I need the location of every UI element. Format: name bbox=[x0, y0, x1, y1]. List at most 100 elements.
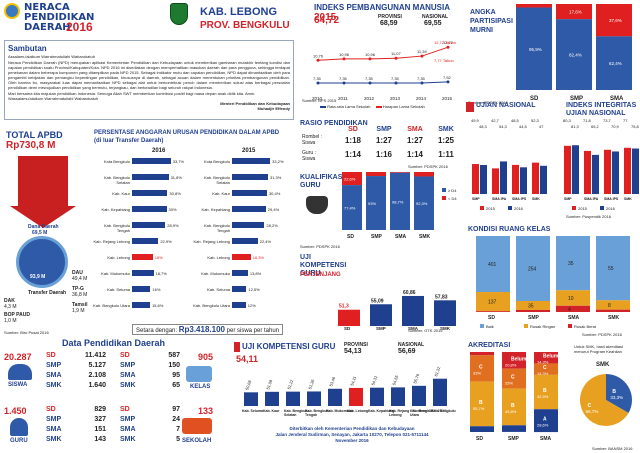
anggaran-label: Kab. Mukomuko bbox=[101, 271, 130, 276]
apbd-value: Rp730,8 M bbox=[6, 140, 56, 151]
kondisi-bar-label: 137 bbox=[488, 300, 497, 306]
stat-value: 65 bbox=[172, 382, 180, 389]
ipm-point-label: 7,35 bbox=[339, 76, 348, 81]
anggaran-label: Kab. Bengkulu Selatan bbox=[203, 175, 230, 185]
apbd-row-bop-value: 1,0 M bbox=[4, 318, 17, 324]
anggaran-label: Kota Bengkulu bbox=[203, 159, 230, 164]
akr-bar-label: 25% bbox=[505, 381, 513, 386]
ukg-bottom-bar-label: 50,68 bbox=[244, 379, 252, 391]
ukg-bottom-panel: UJI KOMPETENSI GURU 54,11 PROVINSI 54,13… bbox=[232, 338, 464, 453]
ukg-bottom-bar bbox=[286, 391, 300, 406]
akr-grade-label: B bbox=[479, 400, 483, 406]
ikun-chart: 80,381,3 SMP 71,865,2 SMA IPA 73,770,9 SMA IP… bbox=[563, 118, 640, 211]
un-chart: 49,948,3 SMP 42,754,3 SMA IPA 48,544,5 SMA IP… bbox=[471, 118, 547, 211]
stat-level: SMK bbox=[46, 436, 62, 443]
stat-value: 24 bbox=[172, 416, 180, 423]
kondisi-x-tick: SD bbox=[488, 315, 495, 321]
ipm-point bbox=[420, 54, 424, 58]
sekolah-list: SD 97 SMP 24 SMA 7 SMK 5 bbox=[120, 406, 184, 446]
ukg-top-x-tick: SMP bbox=[376, 326, 386, 330]
stat-value: 95 bbox=[172, 372, 180, 379]
ikun-chart-bar bbox=[564, 145, 571, 194]
anggaran-value: 15,6% bbox=[151, 303, 164, 308]
sambutan-name: Muhadjir Effendy bbox=[257, 106, 290, 111]
footer-line2: Jalan Jenderal Sudirman, Senayan, Jakart… bbox=[275, 432, 429, 437]
akr-pie-label: 33,3% bbox=[610, 395, 623, 400]
ipm-point bbox=[446, 45, 450, 49]
kondisi-bar-label: 35 bbox=[568, 261, 574, 267]
ipm-point bbox=[316, 58, 320, 62]
akr-x-tick: SMP bbox=[508, 436, 520, 442]
ukg-bottom-x-tick: Kab. Seluma bbox=[242, 409, 263, 413]
ukg-top-bar-label: 51,3 bbox=[339, 304, 349, 310]
ipm-x-tick: 2013 bbox=[390, 96, 401, 101]
header-title-line2: PENDIDIKAN bbox=[24, 12, 95, 23]
apbd-row-tamsil-label: Tamsil bbox=[72, 302, 88, 308]
sekolah-label: SEKOLAH bbox=[182, 438, 212, 444]
stat-row: SMA 95 bbox=[120, 372, 184, 379]
un-panel: UJIAN NASIONAL INDEKS INTEGRITAS UJIAN N… bbox=[466, 100, 640, 220]
stat-level: SMK bbox=[46, 382, 62, 389]
ukg-top-bar-label: 60,86 bbox=[403, 290, 416, 296]
akr-grade-label: A bbox=[543, 417, 547, 423]
kondisi-legend-label: Baik bbox=[486, 324, 494, 329]
anggaran-bar bbox=[232, 270, 248, 276]
sekolah-total: 133 bbox=[198, 406, 214, 416]
akr-bar-label: 45,8% bbox=[505, 409, 517, 414]
ukg-bottom-chart: 50,68 Kab. Seluma 51,08 Kab. Kaur 51,22 Kab. … bbox=[242, 365, 456, 417]
un-chart-value: 42,7 bbox=[491, 118, 500, 123]
kelas-total: 905 bbox=[198, 352, 214, 362]
anggaran-label: Kab. Mukomuko bbox=[201, 271, 230, 276]
header-title-line3: DAERAH bbox=[24, 22, 71, 33]
region-name: KAB. LEBONG bbox=[200, 6, 277, 18]
ipm-legend: Rata-rata Lama Sekolah Harapan Lama Seko… bbox=[320, 104, 425, 109]
anggaran-bar bbox=[232, 302, 246, 308]
un-chart-x-tick: SMA IPS bbox=[512, 197, 527, 201]
ukg-bottom-bar-label: 61,32 bbox=[433, 365, 441, 377]
un-chart-x-tick: SMK bbox=[532, 197, 540, 201]
ukg-bottom-x-tick: Kota Bengkulu bbox=[431, 409, 456, 413]
ipm-nas-label: NASIONAL bbox=[422, 14, 449, 20]
stat-row: SD 11.412 bbox=[46, 352, 110, 359]
ukg-bottom-x-tick: Selatan bbox=[284, 413, 296, 417]
anggaran-value: 33,2% bbox=[272, 159, 284, 164]
anggaran-bar bbox=[132, 190, 168, 196]
rasio-panel: RASIO PENDIDIKAN Rombel : Siswa Guru : S… bbox=[298, 120, 464, 170]
ukg-bottom-x-tick: Tengah bbox=[305, 413, 317, 417]
apm-bar-label: 37,6% bbox=[609, 18, 622, 23]
ikun-chart-legend-label: 2016 bbox=[606, 206, 616, 211]
un-chart-value: 48,5 bbox=[511, 118, 520, 123]
ipm-point bbox=[394, 56, 398, 60]
kondisi-legend-swatch bbox=[568, 324, 572, 328]
kelas-label: KELAS bbox=[190, 384, 211, 390]
ipm-line-1 bbox=[317, 46, 449, 61]
ikun-chart-value: 65,2 bbox=[591, 124, 600, 129]
ipm-annotation-2: 7,77 Tahun bbox=[434, 58, 454, 63]
akr-bar-label: 33% bbox=[473, 370, 481, 375]
ipm-title-wrap: INDEKS PEMBANGUNAN MANUSIA 2015 bbox=[314, 3, 464, 23]
kondisi-bar bbox=[596, 309, 630, 312]
ipm-x-tick: 2014 bbox=[416, 96, 427, 101]
apbd-row-tpg-value: 36,8 M bbox=[72, 292, 88, 298]
ipm-legend-swatch1 bbox=[320, 105, 326, 108]
ukg-bottom-x-tick: Kab. Rejang bbox=[389, 409, 409, 413]
stat-row: SMP 24 bbox=[120, 416, 184, 423]
ipm-title: INDEKS PEMBANGUNAN MANUSIA bbox=[314, 3, 450, 12]
un-chart-bar bbox=[532, 162, 539, 194]
ukg-bottom-bar-label: 54,31 bbox=[370, 374, 378, 386]
data-title: Data Pendidikan Daerah bbox=[62, 338, 166, 348]
apbd-source: Sumber: Biro Pusat 2016 bbox=[4, 330, 49, 335]
rasio-rombel-value: 1:27 bbox=[406, 136, 423, 145]
akr-bar bbox=[502, 388, 526, 426]
anggaran-value: 31,8% bbox=[170, 175, 182, 180]
guru-list: SD 829 SMP 327 SMA 151 SMK 143 bbox=[46, 406, 110, 446]
kual-legend-label: ≥ D4 bbox=[448, 188, 457, 193]
ipm-prov-label: PROVINSI bbox=[378, 14, 402, 20]
kual-bar bbox=[390, 172, 410, 173]
rasio-rombel-label: Rombel : Siswa bbox=[302, 134, 323, 146]
kual-bar bbox=[342, 185, 362, 230]
un-chart-bar bbox=[540, 165, 547, 194]
stat-value: 97 bbox=[172, 406, 180, 413]
ipm-point-label: 10,76 bbox=[313, 53, 324, 58]
ukg-bottom-x-tick: Kab. Kepahiang bbox=[368, 409, 394, 413]
